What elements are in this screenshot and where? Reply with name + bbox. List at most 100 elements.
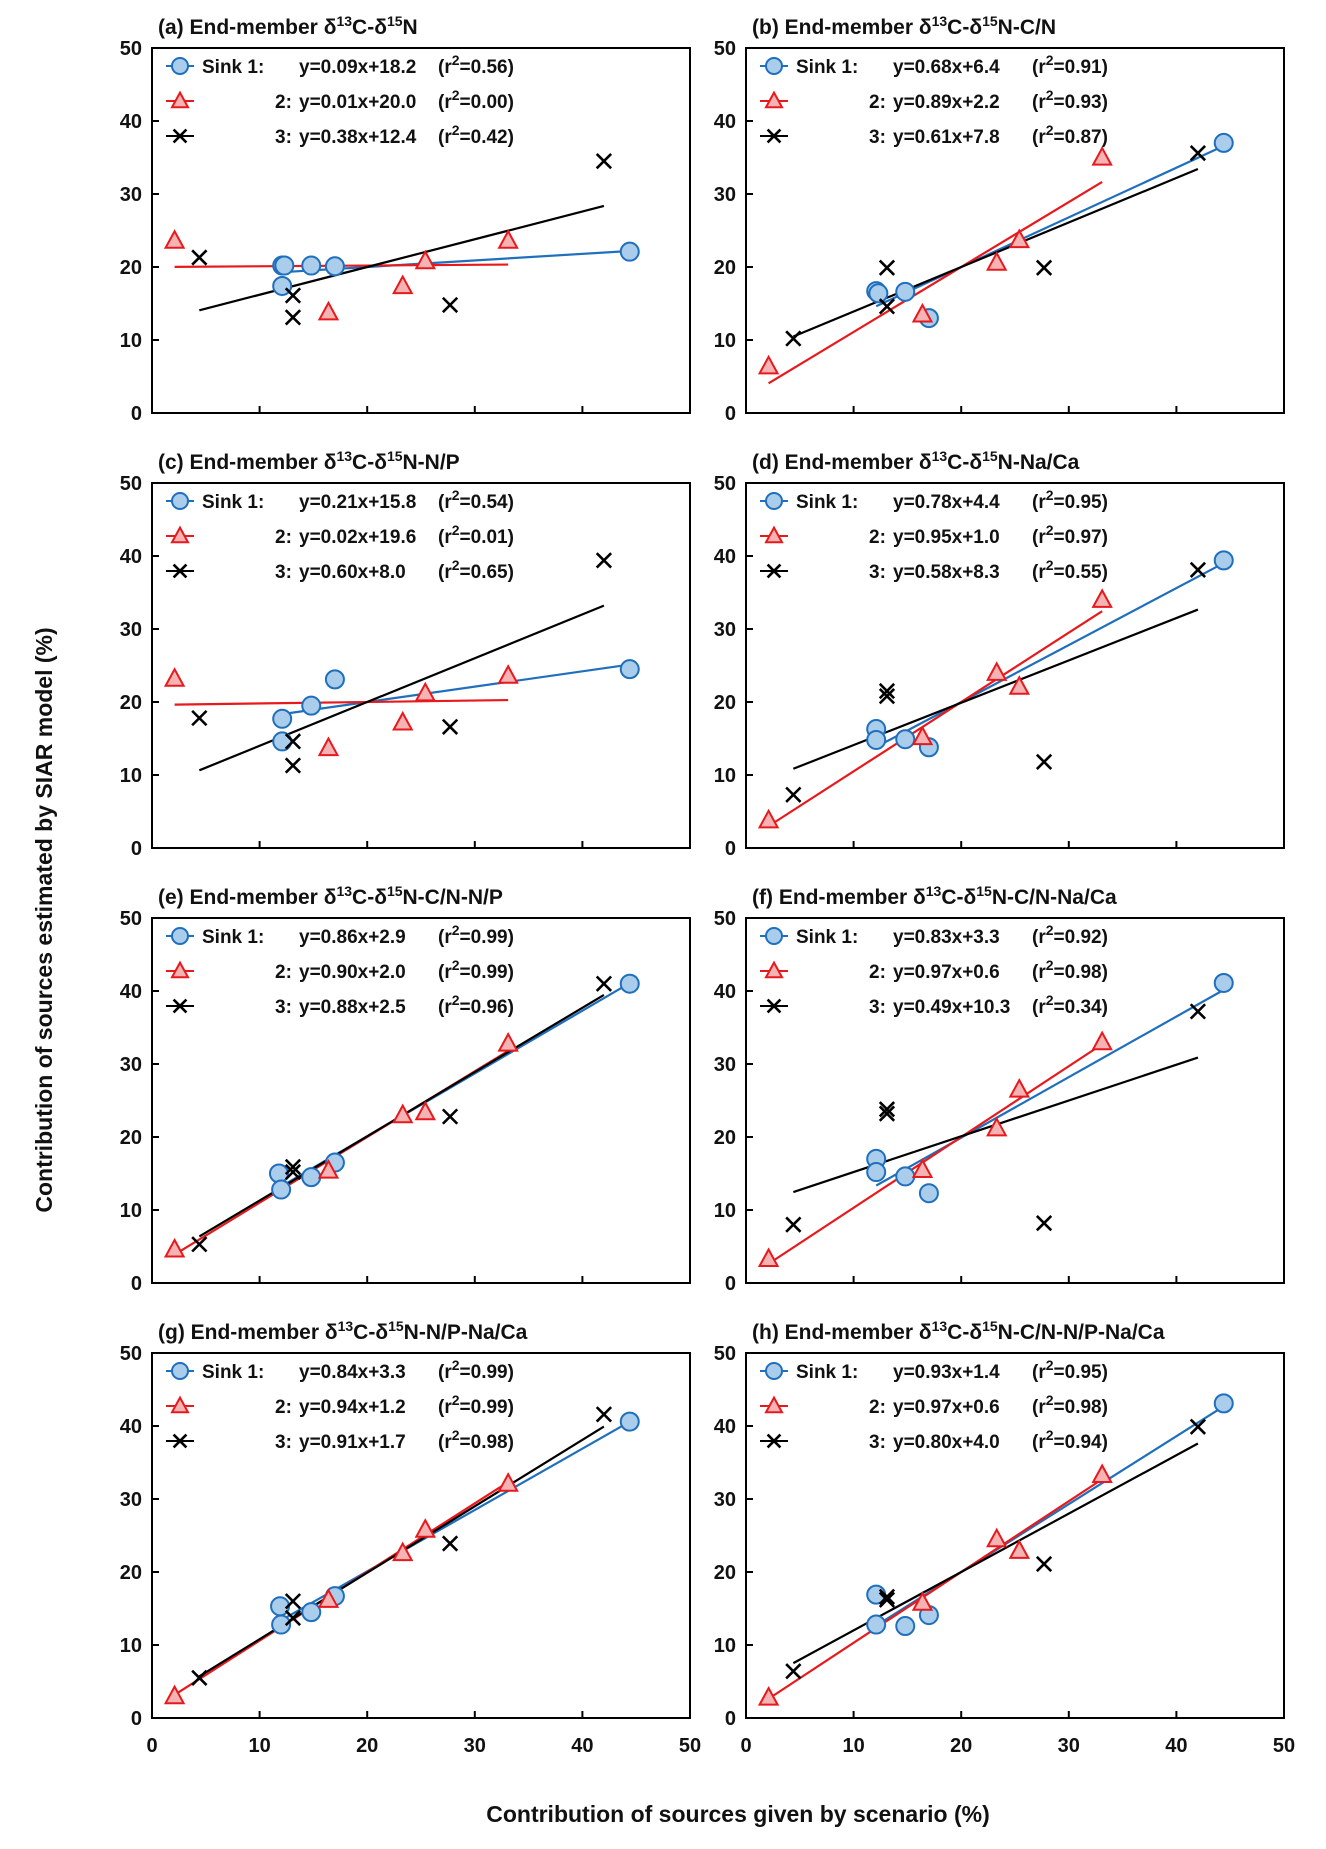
data-point-series-3 <box>1189 1418 1207 1435</box>
data-point-series-2 <box>163 229 186 249</box>
legend-r2-prefix: (r <box>438 1397 452 1418</box>
legend-equation: y=0.97x+0.6 <box>893 962 1000 983</box>
panel-title: (b) End-member δ13C-δ15N-C/N <box>752 13 1056 39</box>
data-point-series-3 <box>284 309 302 326</box>
panel-title-superscript: 15 <box>982 448 998 464</box>
legend-equation: y=0.01x+20.0 <box>299 92 416 113</box>
y-tick-label: 30 <box>714 1054 736 1076</box>
legend-r2-superscript: 2 <box>452 52 460 68</box>
data-point-series-2 <box>1091 1463 1113 1483</box>
y-tick-label: 30 <box>120 1054 142 1076</box>
legend-r2-value: =0.34) <box>1054 997 1108 1018</box>
legend-r2-value: =0.98) <box>1054 962 1108 983</box>
data-point-series-2 <box>317 300 340 321</box>
legend-marker-1 <box>171 927 189 945</box>
data-point-series-3 <box>191 249 208 266</box>
legend-r2: (r2=0.65) <box>438 557 514 583</box>
data-point-series-2 <box>392 1541 414 1562</box>
data-point-series-2 <box>392 274 414 295</box>
y-tick-label: 50 <box>120 908 142 930</box>
data-point-series-1 <box>895 281 916 302</box>
panel-title-text: δ <box>919 16 932 39</box>
legend-marker-3 <box>172 1433 188 1449</box>
legend-r2-prefix: (r <box>1032 527 1046 548</box>
chart-panel-f: (f) End-member δ13C-δ15N-C/N-Na/Ca 0 10 20 3… <box>714 883 1285 1295</box>
panel-title-superscript: 15 <box>388 1318 404 1334</box>
legend-marker-2 <box>170 90 190 109</box>
data-point-series-3 <box>878 1105 896 1122</box>
data-point-series-3 <box>785 1663 802 1680</box>
y-tick-label: 50 <box>120 473 142 495</box>
legend-marker-2 <box>764 525 784 544</box>
data-point-series-1 <box>1213 972 1234 993</box>
legend-series-name: Sink 1: <box>796 57 858 78</box>
legend-r2-value: =0.96) <box>460 997 514 1018</box>
data-point-series-1 <box>619 659 640 680</box>
data-point-series-2 <box>163 1684 186 1705</box>
x-tick-label: 30 <box>1058 1735 1080 1757</box>
data-point-series-1 <box>301 1167 322 1188</box>
panel-title-label: (f) End-member <box>752 886 913 909</box>
y-tick-label: 50 <box>714 38 736 60</box>
y-tick-label: 40 <box>120 1416 142 1438</box>
panel-title: (a) End-member δ13C-δ15N <box>158 13 418 39</box>
panel-title-superscript: 15 <box>387 448 403 464</box>
legend-series-name: Sink 1: <box>796 1362 858 1383</box>
data-point-series-1 <box>895 1616 916 1637</box>
legend-r2: (r2=0.87) <box>1032 122 1108 148</box>
panel-title-text: N-N/P <box>403 451 460 474</box>
legend-r2-superscript: 2 <box>452 1427 460 1443</box>
data-point-series-2 <box>986 1116 1008 1137</box>
regression-line-1 <box>282 663 630 716</box>
data-point-series-3 <box>284 287 302 304</box>
data-point-series-1 <box>868 283 889 304</box>
legend-marker-3 <box>172 998 188 1014</box>
data-point-series-1 <box>1213 1393 1234 1414</box>
plot-frame <box>151 482 691 849</box>
data-point-series-3 <box>441 296 459 314</box>
y-tick-label: 0 <box>131 403 142 425</box>
panel-title-label: (e) End-member <box>158 886 324 909</box>
y-tick-label: 0 <box>131 838 142 860</box>
legend-r2: (r2=0.01) <box>438 522 514 548</box>
panel-title: (e) End-member δ13C-δ15N-C/N-N/P <box>158 883 503 909</box>
legend-marker-1 <box>765 927 783 945</box>
legend-marker-2 <box>170 1395 190 1414</box>
y-tick-label: 0 <box>725 838 736 860</box>
legend-equation: y=0.80x+4.0 <box>893 1432 1000 1453</box>
legend-r2: (r2=0.00) <box>438 87 514 113</box>
data-point-series-3 <box>785 1216 802 1233</box>
legend-marker-3 <box>172 128 188 144</box>
y-tick-label: 30 <box>714 1489 736 1511</box>
regression-line-2 <box>768 610 1103 828</box>
x-tick-label: 20 <box>950 1735 972 1757</box>
legend-r2-value: =0.98) <box>1054 1397 1108 1418</box>
legend-r2-value: =0.95) <box>1054 492 1108 513</box>
legend-r2-superscript: 2 <box>1046 992 1054 1008</box>
x-tick-label: 0 <box>740 1735 751 1757</box>
x-axis-title: Contribution of sources given by scenari… <box>486 1801 990 1827</box>
data-point-series-2 <box>163 667 186 687</box>
panel-title-superscript: 13 <box>932 13 948 29</box>
regression-line-3 <box>198 604 605 772</box>
panel-title-superscript: 13 <box>336 883 352 899</box>
y-tick-label: 40 <box>714 981 736 1003</box>
regression-line-2 <box>768 180 1103 385</box>
y-tick-label: 10 <box>714 1635 736 1657</box>
legend-series-name: 2: <box>869 527 886 548</box>
legend-r2-prefix: (r <box>438 997 452 1018</box>
legend-r2-superscript: 2 <box>452 957 460 973</box>
data-point-series-2 <box>1091 588 1113 608</box>
y-tick-label: 40 <box>714 546 736 568</box>
y-tick-label: 30 <box>120 1489 142 1511</box>
legend-equation: y=0.60x+8.0 <box>299 562 406 583</box>
y-tick-label: 50 <box>120 1343 142 1365</box>
data-point-series-3 <box>284 1609 302 1627</box>
legend-r2-value: =0.99) <box>460 1397 514 1418</box>
legend-r2-superscript: 2 <box>452 1357 460 1373</box>
legend-r2-prefix: (r <box>1032 562 1046 583</box>
data-point-series-3 <box>284 1158 302 1176</box>
y-tick-label: 20 <box>714 1562 736 1584</box>
data-point-series-1 <box>301 255 322 276</box>
legend-r2-superscript: 2 <box>1046 487 1054 503</box>
